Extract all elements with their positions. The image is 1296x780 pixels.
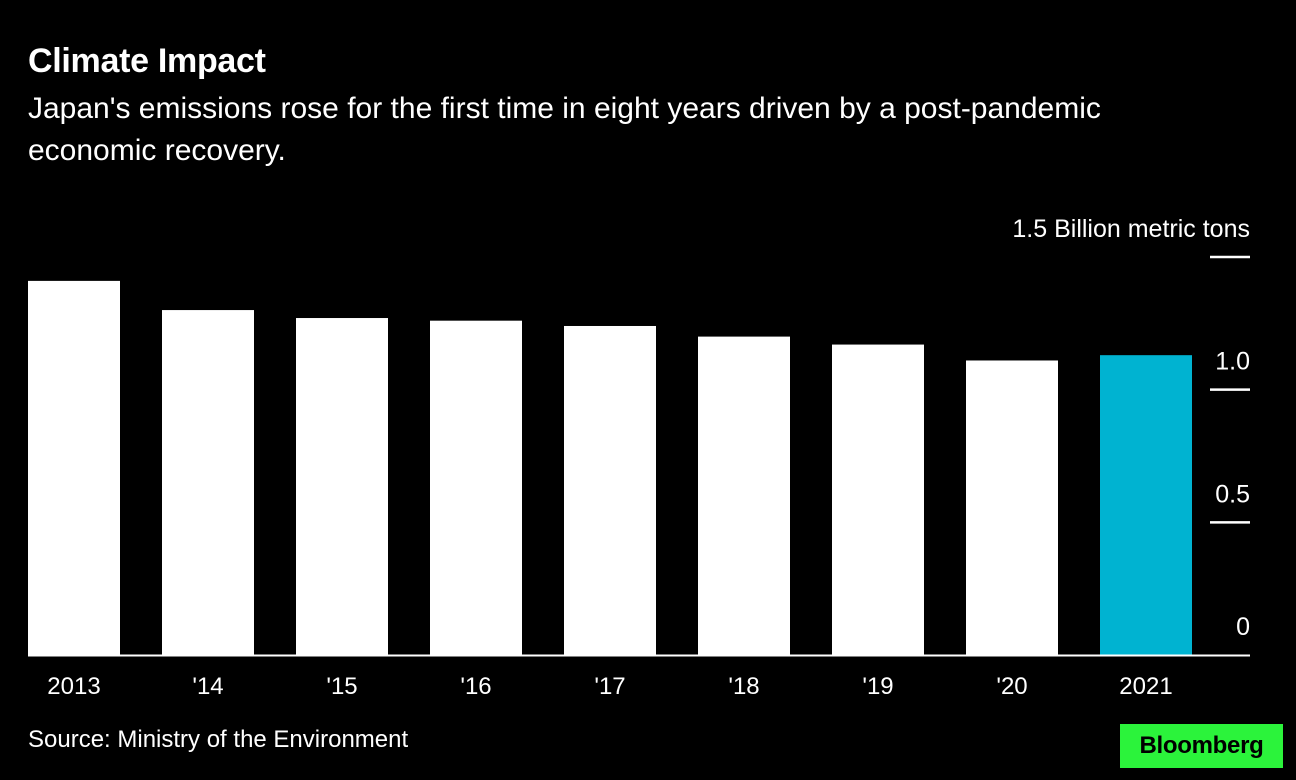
chart-title: Climate Impact bbox=[28, 42, 266, 80]
bar-2021 bbox=[1100, 355, 1192, 655]
x-tick-label: '16 bbox=[460, 673, 491, 700]
bar-2013 bbox=[28, 280, 120, 655]
x-tick-label: '18 bbox=[728, 673, 759, 700]
x-tick-label: '20 bbox=[996, 673, 1027, 700]
bar-16 bbox=[430, 320, 522, 655]
bar-19 bbox=[832, 344, 924, 655]
x-tick-label: 2013 bbox=[47, 673, 100, 700]
x-tick-label: '15 bbox=[326, 673, 357, 700]
bar-17 bbox=[564, 325, 656, 655]
bar-14 bbox=[162, 310, 254, 655]
y-tick-label: 0 bbox=[1236, 613, 1250, 641]
source-note: Source: Ministry of the Environment bbox=[28, 726, 409, 753]
bar-18 bbox=[698, 336, 790, 655]
x-tick-label: '17 bbox=[594, 673, 625, 700]
bloomberg-logo: Bloomberg bbox=[1120, 724, 1283, 768]
y-tick-label: 1.5 Billion metric tons bbox=[1012, 215, 1250, 243]
chart-subtitle: Japan's emissions rose for the first tim… bbox=[28, 92, 1101, 167]
bar-15 bbox=[296, 318, 388, 655]
x-tick-label: '19 bbox=[862, 673, 893, 700]
y-tick-label: 1.0 bbox=[1215, 348, 1250, 376]
x-tick-label: 2021 bbox=[1119, 673, 1172, 700]
y-tick-label: 0.5 bbox=[1215, 480, 1250, 508]
bar-20 bbox=[966, 360, 1058, 655]
x-tick-label: '14 bbox=[192, 673, 223, 700]
